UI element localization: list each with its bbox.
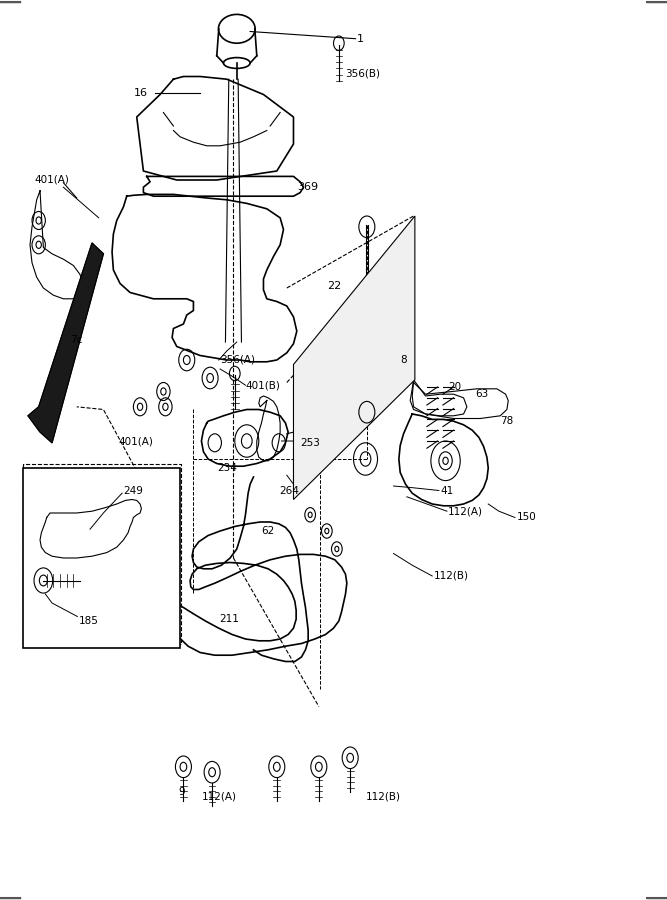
Text: 41: 41 (440, 485, 454, 496)
Text: 1: 1 (357, 33, 364, 44)
Text: 264: 264 (279, 486, 299, 497)
Text: 150: 150 (517, 512, 537, 523)
Text: 112(B): 112(B) (434, 571, 468, 581)
Text: 9: 9 (179, 787, 185, 797)
Text: 401(A): 401(A) (119, 436, 153, 446)
Text: 62: 62 (261, 526, 275, 536)
Text: 401(B): 401(B) (245, 380, 280, 391)
Text: 112(A): 112(A) (201, 791, 236, 802)
Text: 253: 253 (300, 437, 320, 448)
Text: 185: 185 (79, 616, 99, 626)
Text: 16: 16 (133, 87, 147, 98)
Text: 356(A): 356(A) (220, 355, 255, 365)
Polygon shape (293, 216, 415, 500)
Text: 369: 369 (297, 182, 318, 193)
Text: 249: 249 (123, 485, 143, 496)
Text: 211: 211 (219, 614, 239, 625)
Text: 401(A): 401(A) (35, 175, 69, 185)
Polygon shape (28, 243, 103, 443)
Text: 7c: 7c (70, 335, 83, 346)
Bar (23, 468, 180, 648)
Text: 78: 78 (500, 416, 514, 427)
Text: 8: 8 (400, 355, 407, 365)
Text: 112(B): 112(B) (366, 791, 400, 802)
Text: 63: 63 (475, 389, 488, 400)
Text: 112(A): 112(A) (448, 506, 483, 517)
Text: 234: 234 (217, 463, 237, 473)
Text: 20: 20 (448, 382, 462, 392)
Text: 22: 22 (327, 281, 341, 292)
Text: 356(B): 356(B) (346, 68, 380, 79)
